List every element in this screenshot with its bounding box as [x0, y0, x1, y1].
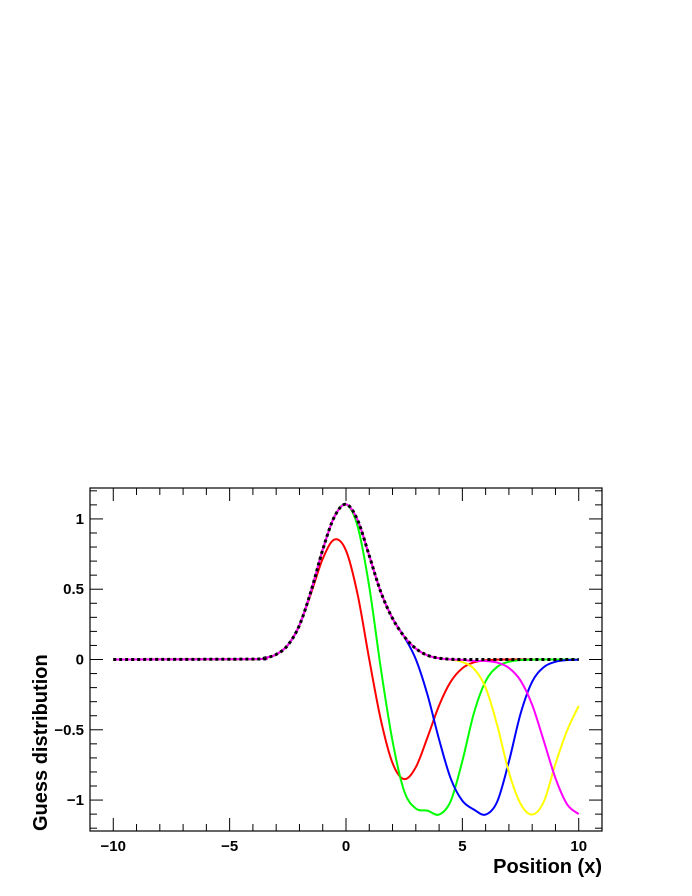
y-tick-label: 1: [76, 511, 84, 528]
x-tick-label: −10: [101, 838, 126, 855]
y-tick-label: 0.5: [63, 581, 84, 598]
x-tick-label: 5: [458, 838, 466, 855]
x-axis-title: Position (x): [493, 856, 602, 878]
series-line-6: [113, 502, 579, 662]
x-tick-label: 0: [342, 838, 350, 855]
y-tick-label: −0.5: [54, 722, 84, 739]
y-tick-label: 0: [76, 652, 84, 669]
tick-labels: −10 −5 0 5 10 −1 −0.5 0 0.5 1: [54, 511, 587, 855]
series-group: [113, 502, 580, 816]
y-tick-label: −1: [67, 792, 84, 809]
x-tick-label: 10: [570, 838, 587, 855]
x-tick-label: −5: [221, 838, 238, 855]
axis-ticks: [90, 488, 602, 831]
y-axis-title: Guess distribution: [30, 654, 52, 831]
